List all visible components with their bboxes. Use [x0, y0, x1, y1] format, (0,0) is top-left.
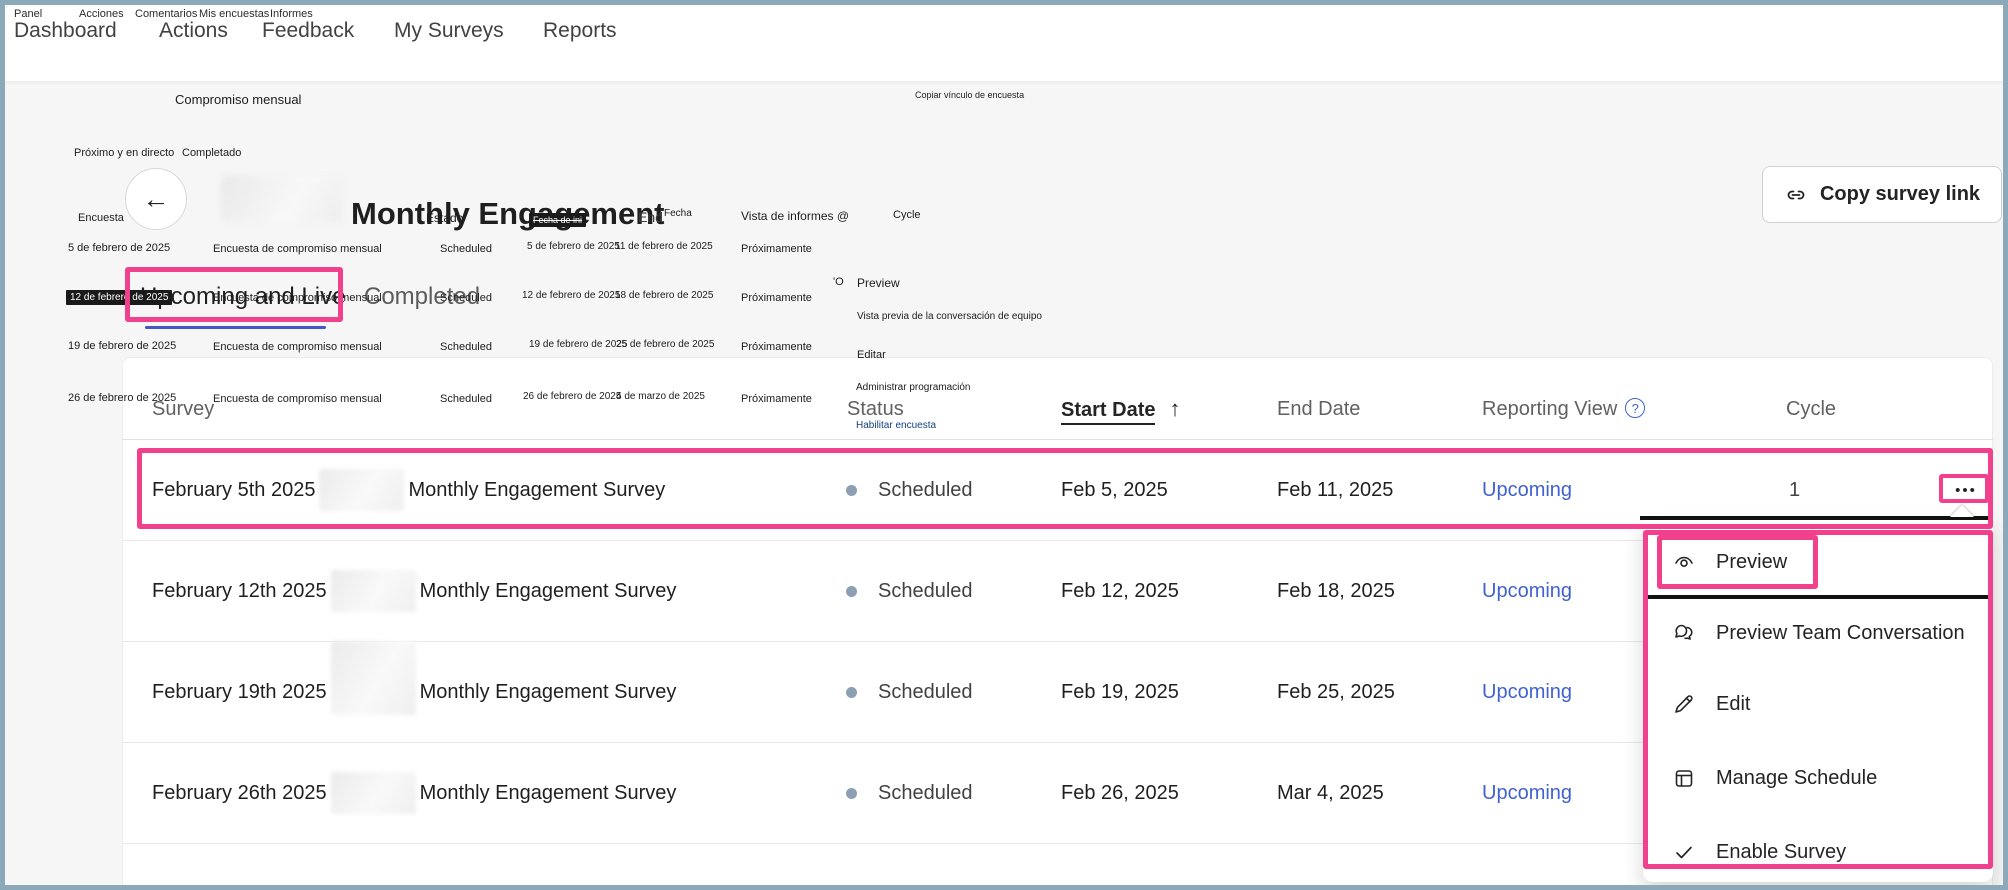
survey-name-prefix: February 19th 2025: [152, 680, 327, 703]
menu-divider-line: [1643, 595, 1990, 599]
menu-item-enable-survey[interactable]: Enable Survey: [1643, 830, 1993, 874]
status-value: Scheduled: [878, 781, 973, 804]
column-header-start-date[interactable]: Start Date: [1061, 399, 1156, 425]
start-date-value: Feb 19, 2025: [1061, 680, 1179, 703]
tab-upcoming-and-live[interactable]: Upcoming and Live: [140, 283, 346, 310]
ghost-nav-comentarios: Comentarios: [135, 8, 198, 20]
pencil-icon: [1675, 695, 1693, 713]
page-title: Monthly Engagement: [351, 196, 665, 231]
status-dot: [846, 686, 857, 698]
column-header-status: Status: [847, 397, 904, 420]
more-options-button[interactable]: •••: [1944, 477, 1988, 503]
ghost-nav-mis-encuestas: Mis encuestas: [199, 8, 270, 20]
table-row[interactable]: February 26th 2025 Monthly Engagement Su…: [122, 743, 1993, 844]
cycle-value: 1: [1789, 478, 1801, 501]
nav-tab-dashboard[interactable]: Dashboard: [14, 19, 117, 42]
survey-name-suffix: Monthly Engagement Survey: [419, 680, 677, 703]
status-dot: [846, 787, 857, 799]
start-date-value: Feb 5, 2025: [1061, 478, 1168, 501]
chat-bubbles-icon: [1675, 624, 1693, 640]
start-date-value: Feb 12, 2025: [1061, 579, 1179, 602]
top-navigation: Panel Acciones Comentarios Mis encuestas…: [0, 0, 2008, 81]
survey-name-prefix: February 12th 2025: [152, 579, 327, 602]
menu-item-label: Edit: [1716, 692, 1751, 715]
column-header-end-date: End Date: [1277, 397, 1361, 420]
survey-name-prefix: February 26th 2025: [152, 781, 327, 804]
reporting-view-link[interactable]: Upcoming: [1482, 579, 1573, 602]
column-header-survey: Survey: [152, 397, 215, 420]
menu-item-edit[interactable]: Edit: [1643, 682, 1993, 726]
back-arrow-icon: ←: [142, 183, 170, 214]
survey-name-prefix: February 5th 2025: [152, 478, 316, 501]
menu-item-manage-schedule[interactable]: Manage Schedule: [1643, 756, 1993, 800]
ghost-nav-panel: Panel: [14, 8, 43, 20]
menu-item-label: Enable Survey: [1716, 840, 1847, 863]
end-date-value: Feb 11, 2025: [1277, 478, 1394, 501]
back-button[interactable]: ←: [125, 168, 187, 230]
menu-item-label: Preview: [1716, 550, 1788, 573]
table-row[interactable]: February 5th 2025 Monthly Engagement Sur…: [122, 440, 1993, 541]
nav-tab-reports[interactable]: Reports: [543, 19, 617, 42]
menu-item-label: Manage Schedule: [1716, 766, 1878, 789]
table-row[interactable]: February 12th 2025 Monthly Engagement Su…: [122, 541, 1993, 642]
checkmark-icon: [1676, 846, 1692, 859]
redacted-name-blur: [330, 772, 416, 814]
nav-tab-feedback[interactable]: Feedback: [262, 19, 355, 42]
status-value: Scheduled: [878, 478, 973, 501]
row-context-menu: Preview Preview Team Conversation Edit M…: [1643, 519, 1993, 882]
calendar-icon: [1675, 770, 1693, 787]
reporting-view-link[interactable]: Upcoming: [1482, 781, 1573, 804]
tab-completed[interactable]: Completed: [364, 283, 481, 310]
menu-item-preview-team-conversation[interactable]: Preview Team Conversation: [1643, 611, 1993, 655]
table-row[interactable]: February 19th 2025 Monthly Engagement Su…: [122, 641, 1993, 743]
selected-tab-indicator: [145, 326, 326, 329]
sort-ascending-icon[interactable]: ↑: [1169, 396, 1181, 421]
end-date-value: Feb 18, 2025: [1277, 579, 1395, 602]
menu-top-border-line: [1640, 516, 1993, 520]
copy-survey-link-label: Copy survey link: [1819, 183, 1981, 205]
status-dot: [846, 585, 857, 597]
redacted-name-blur: [330, 641, 416, 715]
ghost-nav-acciones: Acciones: [79, 8, 124, 20]
menu-item-label: Preview Team Conversation: [1716, 621, 1965, 644]
status-value: Scheduled: [878, 579, 973, 602]
survey-name-suffix: Monthly Engagement Survey: [419, 579, 677, 602]
survey-name-suffix: Monthly Engagement Survey: [408, 478, 666, 501]
column-header-reporting-view: Reporting View: [1482, 397, 1618, 420]
end-date-value: Mar 4, 2025: [1277, 781, 1384, 804]
link-icon: [1787, 190, 1805, 199]
table-header-row: Survey Status Start Date ↑ End Date Repor…: [122, 357, 1993, 440]
eye-icon: [1675, 556, 1693, 567]
status-dot: [846, 484, 857, 496]
menu-item-preview[interactable]: Preview: [1643, 540, 1993, 584]
nav-tab-actions[interactable]: Actions: [159, 19, 228, 42]
column-header-cycle: Cycle: [1786, 397, 1837, 420]
reporting-view-link[interactable]: Upcoming: [1482, 478, 1573, 501]
reporting-view-link[interactable]: Upcoming: [1482, 680, 1573, 703]
ghost-nav-informes: Informes: [270, 8, 313, 20]
help-icon[interactable]: ?: [1625, 398, 1646, 418]
redacted-name-blur: [221, 176, 342, 222]
nav-tab-my-surveys[interactable]: My Surveys: [394, 19, 504, 42]
status-value: Scheduled: [878, 680, 973, 703]
survey-name-suffix: Monthly Engagement Survey: [419, 781, 677, 804]
redacted-name-blur: [319, 469, 405, 511]
end-date-value: Feb 25, 2025: [1277, 680, 1395, 703]
menu-caret: [1950, 505, 1974, 517]
copy-survey-link-button[interactable]: Copy survey link: [1762, 166, 2002, 223]
start-date-value: Feb 26, 2025: [1061, 781, 1179, 804]
redacted-name-blur: [330, 570, 416, 612]
